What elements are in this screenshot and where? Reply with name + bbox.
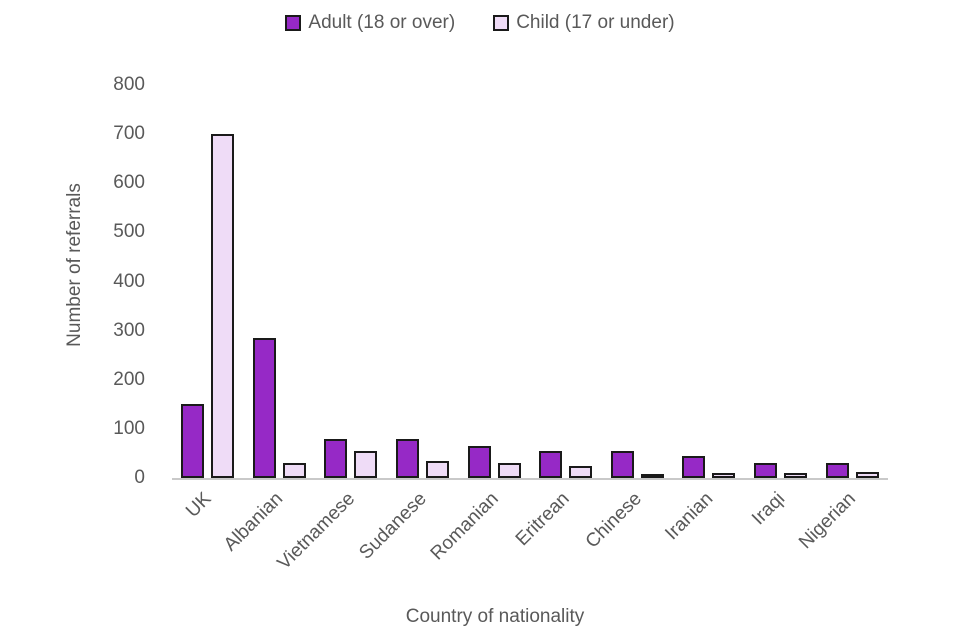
- x-axis-title: Country of nationality: [405, 606, 585, 627]
- bar-adult-uk: [181, 404, 205, 478]
- bar-adult-vietnamese: [324, 438, 348, 478]
- bar-child-uk: [211, 134, 235, 478]
- y-tick-label: 300: [113, 319, 145, 341]
- legend-item-child: Child (17 or under): [493, 12, 675, 34]
- bar-child-iranian: [712, 473, 736, 478]
- x-category-label: Sudanese: [355, 488, 431, 564]
- x-category-label: Nigerian: [795, 488, 861, 554]
- legend-label-adult: Adult (18 or over): [308, 12, 456, 33]
- bar-child-vietnamese: [354, 450, 378, 478]
- bar-adult-sudanese: [396, 438, 420, 478]
- bar-adult-albanian: [252, 338, 276, 478]
- x-category-label: Iranian: [661, 488, 718, 545]
- bar-group-vietnamese: [315, 85, 387, 478]
- legend-item-adult: Adult (18 or over): [285, 12, 455, 34]
- x-category-label: Eritrean: [512, 488, 574, 551]
- bar-adult-iraqi: [754, 463, 778, 478]
- x-category-label: Iraqi: [747, 488, 789, 530]
- adult-series-swatch-icon: [285, 15, 302, 31]
- bar-group-uk: [172, 85, 244, 478]
- y-tick-label: 400: [113, 270, 145, 292]
- bar-child-nigerian: [855, 471, 879, 478]
- y-tick-label: 200: [113, 368, 145, 390]
- bar-adult-eritrean: [539, 450, 563, 478]
- bar-adult-nigerian: [825, 463, 849, 478]
- y-tick-label: 100: [113, 417, 145, 439]
- bar-adult-chinese: [610, 450, 634, 478]
- bar-group-chinese: [602, 85, 674, 478]
- bar-child-eritrean: [569, 465, 593, 478]
- x-category-label: UK: [182, 488, 216, 522]
- x-category-label: Romanian: [426, 488, 503, 565]
- x-axis-labels: UK Albanian Vietnamese Sudanese Romanian Erit…: [172, 487, 888, 597]
- bar-group-romanian: [458, 85, 530, 478]
- child-series-swatch-icon: [493, 15, 510, 31]
- x-category-label: Chinese: [581, 488, 646, 553]
- y-tick-label: 0: [134, 467, 145, 488]
- legend-label-child: Child (17 or under): [516, 12, 675, 33]
- plot-area: [172, 85, 888, 480]
- bar-adult-iranian: [682, 455, 706, 478]
- bar-child-albanian: [282, 463, 306, 478]
- bar-group-nigerian: [816, 85, 888, 478]
- bar-group-iraqi: [745, 85, 817, 478]
- bar-group-iranian: [673, 85, 745, 478]
- bar-child-chinese: [640, 474, 664, 478]
- bar-group-albanian: [244, 85, 316, 478]
- chart-legend: Adult (18 or over) Child (17 or under): [0, 12, 960, 34]
- bar-child-sudanese: [426, 460, 450, 478]
- x-category-label: Vietnamese: [273, 488, 360, 574]
- bar-group-sudanese: [387, 85, 459, 478]
- y-tick-label: 500: [113, 221, 145, 243]
- y-tick-label: 700: [113, 123, 145, 145]
- y-tick-label: 800: [113, 74, 145, 95]
- x-category-label: Albanian: [220, 488, 288, 556]
- bar-group-eritrean: [530, 85, 602, 478]
- y-tick-label: 600: [113, 172, 145, 194]
- bar-adult-romanian: [467, 446, 491, 478]
- bar-child-iraqi: [784, 473, 808, 478]
- bar-child-romanian: [497, 463, 521, 478]
